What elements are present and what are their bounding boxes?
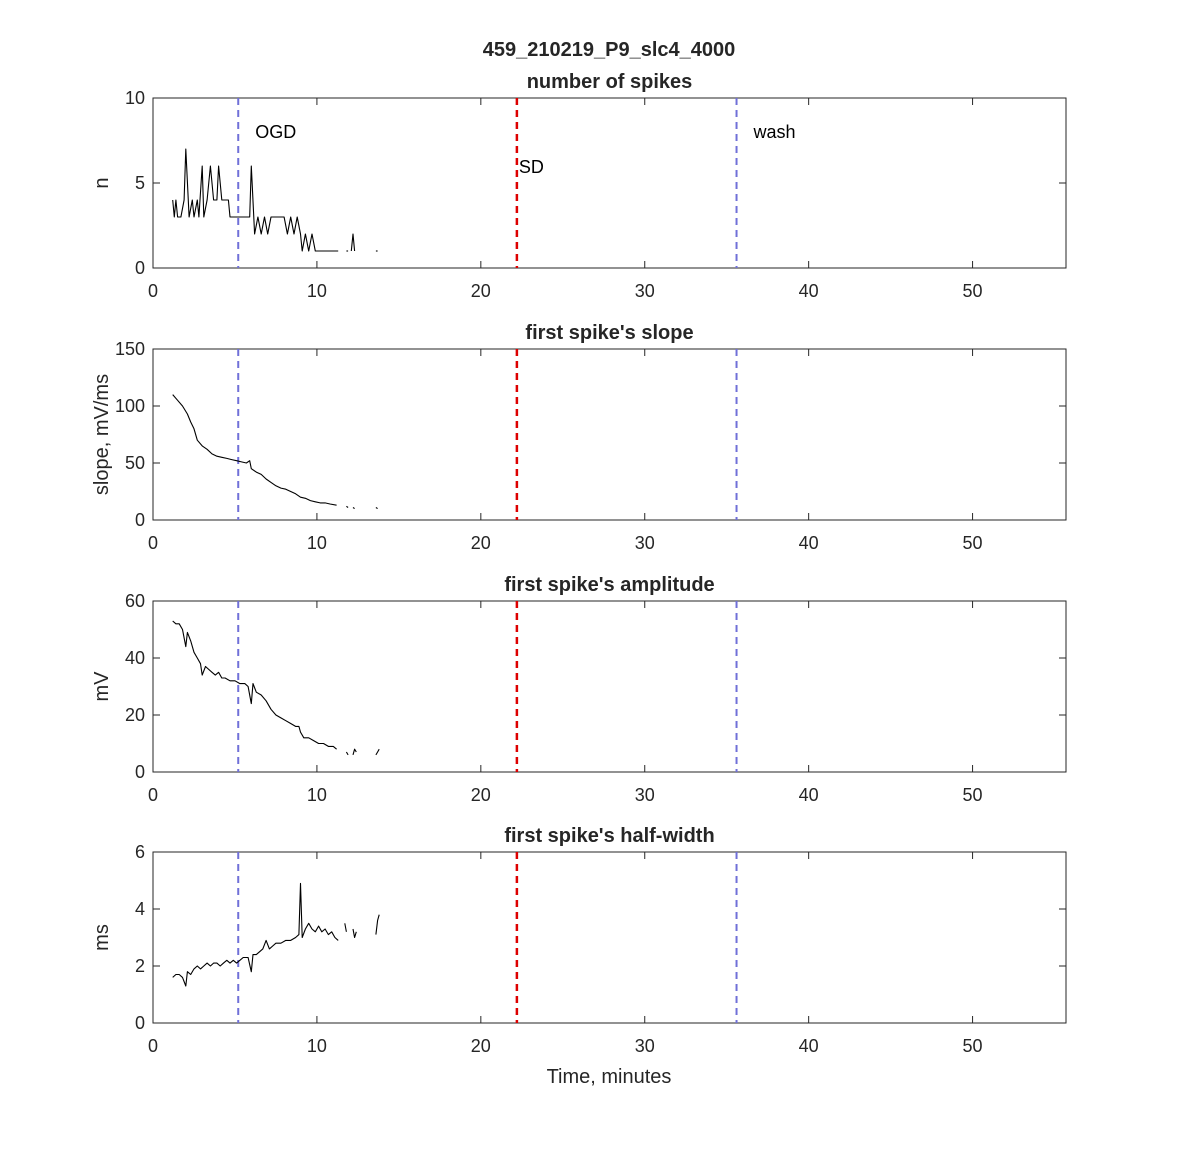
x-tick-label: 0	[148, 785, 158, 805]
data-line	[345, 751, 349, 756]
x-tick-label: 0	[148, 1036, 158, 1056]
y-axis-label: slope, mV/ms	[91, 374, 113, 495]
y-tick-label: 50	[125, 453, 145, 473]
y-tick-label: 2	[135, 956, 145, 976]
y-tick-label: 0	[135, 510, 145, 530]
x-tick-label: 40	[799, 1036, 819, 1056]
y-tick-label: 4	[135, 899, 145, 919]
x-tick-label: 0	[148, 533, 158, 553]
subplot-1: 0 10 20 30 40 50 0 5 10 number of spikes n OGD SD was…	[91, 71, 1067, 301]
y-axis-label: mV	[91, 671, 113, 702]
x-tick-label: 20	[471, 785, 491, 805]
y-tick-label: 6	[135, 842, 145, 862]
data-line	[172, 620, 337, 750]
data-line	[375, 748, 380, 756]
y-tick-label: 5	[135, 173, 145, 193]
x-tick-label: 0	[148, 281, 158, 301]
y-tick-label: 40	[125, 648, 145, 668]
subplot-title: first spike's slope	[525, 322, 693, 344]
axes-box	[152, 348, 1067, 521]
x-tick-label: 10	[307, 785, 327, 805]
annotation-wash: wash	[753, 122, 796, 142]
x-tick-label: 20	[471, 533, 491, 553]
subplot-title: first spike's half-width	[504, 825, 714, 847]
annotation-ogd: OGD	[255, 122, 296, 142]
x-tick-label: 50	[963, 281, 983, 301]
x-tick-label: 40	[799, 281, 819, 301]
data-line	[172, 148, 339, 252]
x-tick-label: 40	[799, 533, 819, 553]
subplot-4: 0 10 20 30 40 50 0 2 4 6 first spike's half-width m…	[91, 825, 1067, 1056]
subplot-title: number of spikes	[527, 71, 693, 93]
y-tick-label: 20	[125, 705, 145, 725]
x-tick-label: 30	[635, 1036, 655, 1056]
x-tick-label: 20	[471, 281, 491, 301]
axes-box	[152, 97, 1067, 269]
y-axis-label: ms	[91, 924, 113, 951]
x-tick-label: 50	[963, 1036, 983, 1056]
subplot-title: first spike's amplitude	[504, 574, 714, 596]
x-tick-label: 30	[635, 785, 655, 805]
subplot-3: 0 10 20 30 40 50 0 20 40 60 first spike's amplitud…	[91, 574, 1067, 805]
x-tick-label: 30	[635, 281, 655, 301]
data-line	[375, 507, 378, 510]
data-line	[352, 748, 357, 756]
data-line	[344, 923, 347, 932]
y-tick-label: 0	[135, 1013, 145, 1033]
axes-box	[152, 851, 1067, 1024]
x-tick-label: 20	[471, 1036, 491, 1056]
data-line	[352, 928, 357, 939]
data-line	[350, 233, 356, 252]
data-line	[172, 394, 337, 506]
axes-box	[152, 600, 1067, 773]
y-tick-label: 10	[125, 88, 145, 108]
annotation-sd: SD	[519, 157, 544, 177]
y-axis-label: n	[91, 177, 113, 188]
data-line	[352, 507, 355, 510]
x-tick-label: 10	[307, 533, 327, 553]
x-tick-label: 40	[799, 785, 819, 805]
y-tick-label: 0	[135, 762, 145, 782]
y-tick-label: 100	[115, 396, 145, 416]
y-tick-label: 0	[135, 258, 145, 278]
data-line	[346, 505, 349, 508]
x-tick-label: 50	[963, 785, 983, 805]
data-line	[172, 882, 339, 987]
data-line	[375, 914, 380, 935]
x-tick-label: 30	[635, 533, 655, 553]
figure-title: 459_210219_P9_slc4_4000	[483, 39, 735, 61]
x-tick-label: 50	[963, 533, 983, 553]
x-tick-label: 10	[307, 281, 327, 301]
x-tick-label: 10	[307, 1036, 327, 1056]
subplot-2: 0 10 20 30 40 50 0 50 100 150 first spike's slope s…	[91, 322, 1067, 553]
y-tick-label: 60	[125, 591, 145, 611]
y-tick-label: 150	[115, 339, 145, 359]
x-axis-label: Time, minutes	[547, 1066, 672, 1088]
